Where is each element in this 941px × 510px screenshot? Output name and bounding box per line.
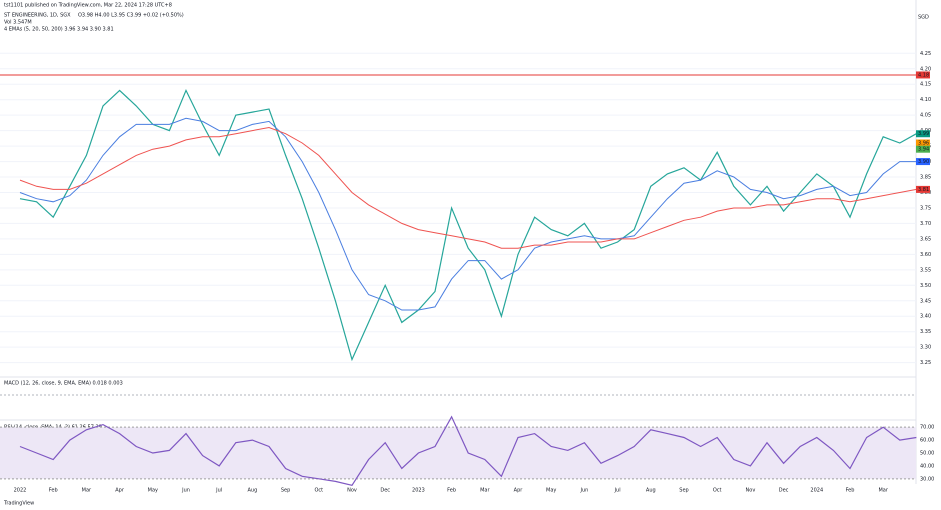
x-tick-label: 2024 bbox=[810, 488, 823, 494]
y-tick-label: 3.75 bbox=[920, 205, 931, 211]
price-badge-label: 3.90 bbox=[918, 159, 929, 165]
currency: SGD bbox=[918, 15, 929, 21]
y-tick-label: 3.35 bbox=[920, 329, 931, 335]
y-tick-label: 3.25 bbox=[920, 360, 931, 366]
price-badge bbox=[916, 130, 930, 138]
y-tick-label: 3.50 bbox=[920, 283, 931, 289]
series-line bbox=[19, 415, 917, 486]
price-badge-label: 3.96 bbox=[918, 141, 929, 147]
price-badge bbox=[916, 145, 930, 153]
rsi-band bbox=[0, 427, 916, 479]
series-line bbox=[19, 126, 917, 249]
y-tick-label: 3.40 bbox=[920, 314, 931, 320]
y-tick-label: 3.80 bbox=[920, 190, 931, 196]
footer: TradingView bbox=[3, 501, 34, 507]
price-badge-label: 3.94 bbox=[918, 147, 929, 153]
ohlc: O3.98 H4.00 L3.95 C3.99 +0.02 (+0.50%) bbox=[78, 13, 184, 19]
x-tick-label: 2022 bbox=[14, 488, 27, 494]
series-line bbox=[19, 88, 917, 362]
x-tick-label: Jun bbox=[181, 488, 190, 494]
y-tick-label: 30.00 bbox=[920, 476, 934, 482]
x-tick-label: May bbox=[546, 488, 556, 494]
y-tick-label: 4.05 bbox=[920, 113, 931, 119]
x-tick-label: Oct bbox=[314, 488, 323, 494]
x-tick-label: Mar bbox=[82, 488, 92, 494]
x-tick-label: Apr bbox=[514, 488, 524, 494]
price-badge-label: 4.18 bbox=[918, 72, 929, 78]
price-badge bbox=[916, 139, 930, 147]
price-badge bbox=[916, 158, 930, 166]
x-tick-label: Jun bbox=[579, 488, 588, 494]
price-badge bbox=[916, 185, 930, 193]
price-badge-label: 3.81 bbox=[918, 187, 929, 193]
x-tick-label: Sep bbox=[281, 488, 290, 494]
x-tick-label: Dec bbox=[779, 488, 789, 494]
y-tick-label: 4.25 bbox=[920, 51, 931, 57]
x-tick-label: Oct bbox=[713, 488, 722, 494]
x-tick-label: Apr bbox=[115, 488, 125, 494]
x-tick-label: Dec bbox=[380, 488, 390, 494]
volume-legend: Vol 3.547M bbox=[4, 20, 32, 26]
x-tick-label: Jul bbox=[614, 488, 621, 494]
y-tick-label: 3.45 bbox=[920, 298, 931, 304]
ema-legend: 4 EMAs (5, 20, 50, 200) 3.96 3.94 3.90 3… bbox=[4, 27, 114, 33]
y-tick-label: 3.65 bbox=[920, 236, 931, 242]
y-tick-label: 70.00 bbox=[920, 425, 934, 431]
x-tick-label: Feb bbox=[49, 488, 58, 494]
symbol-title: ST ENGINEERING, 1D, SGX bbox=[4, 13, 71, 19]
y-tick-label: 3.60 bbox=[920, 252, 931, 258]
x-tick-label: Mar bbox=[480, 488, 490, 494]
x-tick-label: Aug bbox=[646, 488, 656, 494]
x-tick-label: 2023 bbox=[412, 488, 425, 494]
price-badge-label: 3.99 bbox=[918, 131, 929, 137]
y-tick-label: 60.00 bbox=[920, 438, 934, 444]
macd-legend: MACD (12, 26, close, 9, EMA, EMA) 0.018 … bbox=[4, 381, 123, 387]
x-tick-label: Jul bbox=[215, 488, 222, 494]
series-line bbox=[19, 117, 917, 311]
x-tick-label: Sep bbox=[679, 488, 688, 494]
y-tick-label: 4.10 bbox=[920, 97, 931, 103]
x-tick-label: Aug bbox=[248, 488, 258, 494]
y-tick-label: 3.85 bbox=[920, 175, 931, 181]
y-tick-label: 4.20 bbox=[920, 66, 931, 72]
y-tick-label: 3.30 bbox=[920, 345, 931, 351]
y-tick-label: 40.00 bbox=[920, 463, 934, 469]
x-tick-label: Nov bbox=[347, 488, 357, 494]
x-tick-label: Feb bbox=[447, 488, 456, 494]
x-tick-label: Nov bbox=[746, 488, 756, 494]
x-tick-label: Feb bbox=[846, 488, 855, 494]
y-tick-label: 4.15 bbox=[920, 82, 931, 88]
y-tick-label: 50.00 bbox=[920, 451, 934, 457]
publisher: tst1101 published on TradingView.com, Ma… bbox=[4, 3, 172, 9]
x-tick-label: May bbox=[148, 488, 158, 494]
price-badge bbox=[916, 71, 930, 79]
y-tick-label: 3.70 bbox=[920, 221, 931, 227]
y-tick-label: 3.55 bbox=[920, 267, 931, 273]
x-tick-label: Mar bbox=[878, 488, 888, 494]
